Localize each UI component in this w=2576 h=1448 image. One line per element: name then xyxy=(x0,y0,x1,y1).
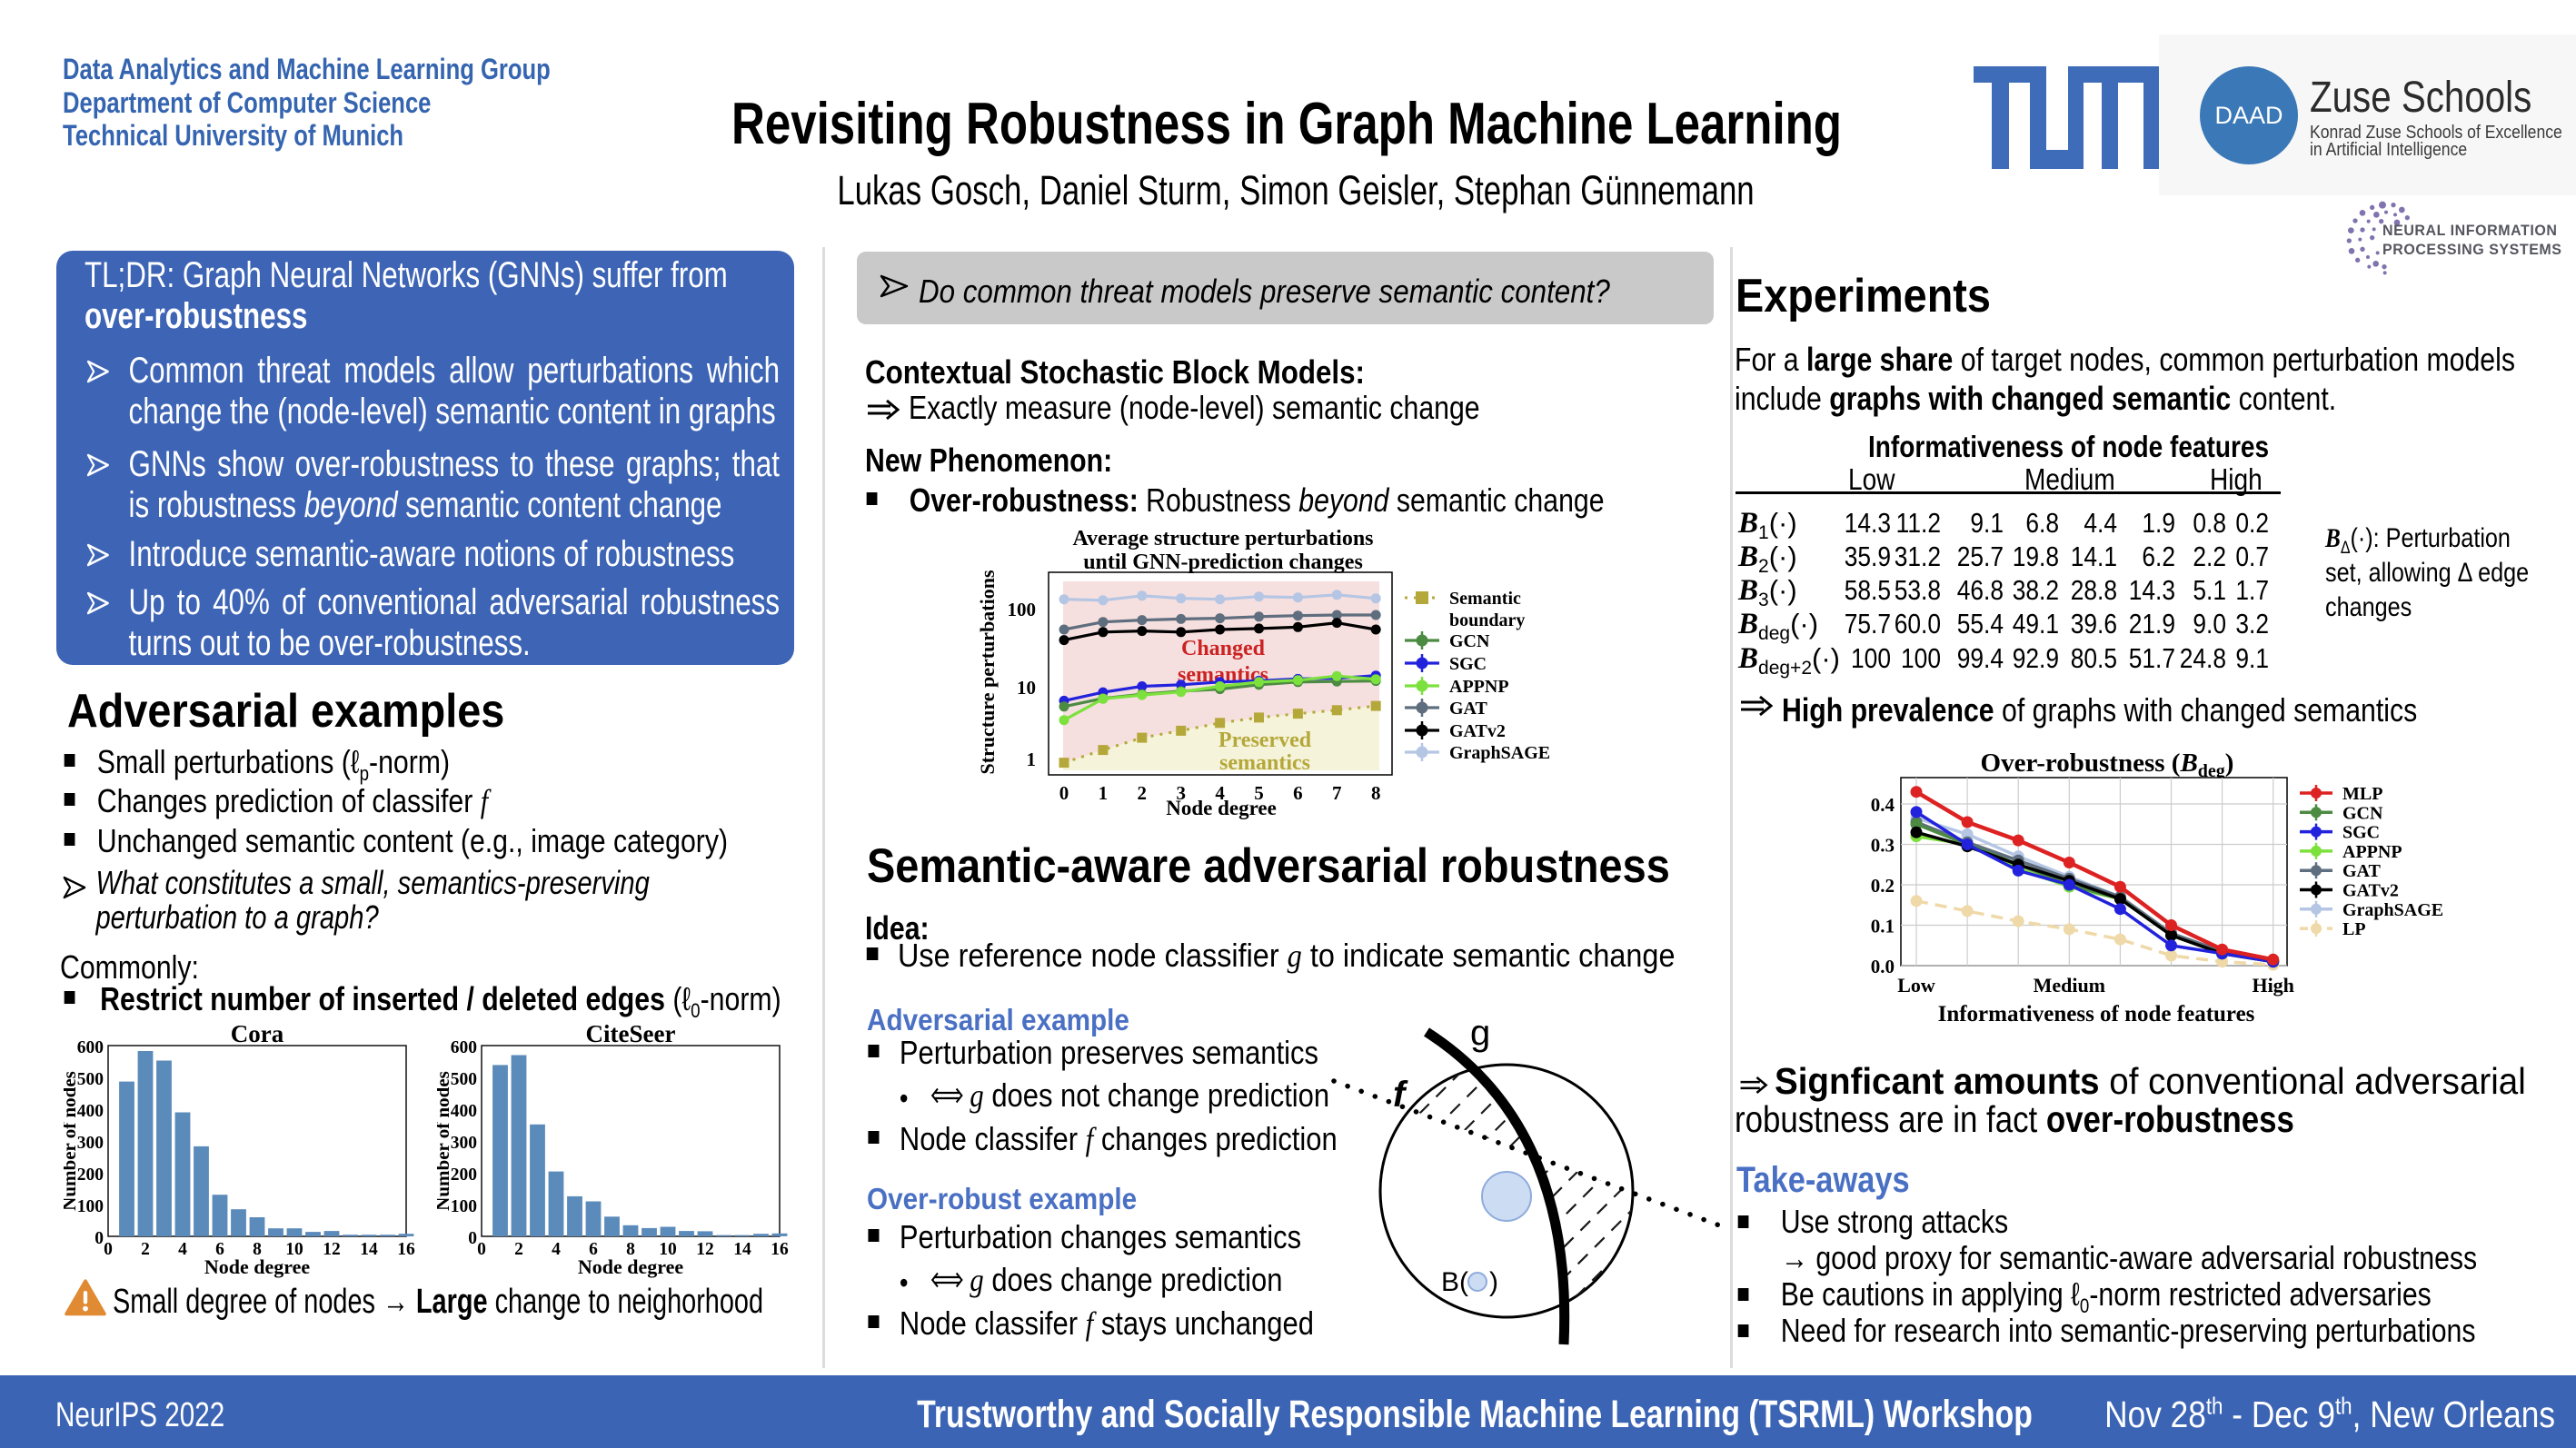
svg-text:4: 4 xyxy=(552,1240,561,1259)
svg-text:SGC: SGC xyxy=(1449,654,1487,674)
svg-text:f: f xyxy=(1393,1075,1408,1115)
svg-text:GraphSAGE: GraphSAGE xyxy=(1449,743,1550,763)
svg-text:0: 0 xyxy=(468,1229,477,1248)
svg-text:0: 0 xyxy=(477,1240,486,1259)
svg-text:High: High xyxy=(2252,974,2293,997)
svg-text:until GNN-prediction changes: until GNN-prediction changes xyxy=(1083,550,1363,574)
svg-text:500: 500 xyxy=(77,1070,104,1089)
svg-text:Number of nodes: Number of nodes xyxy=(437,1071,453,1211)
svg-text:400: 400 xyxy=(77,1102,104,1121)
svg-text:0.1: 0.1 xyxy=(1871,916,1895,937)
svg-text:10: 10 xyxy=(285,1240,303,1259)
svg-text:B(: B( xyxy=(1441,1267,1468,1297)
svg-text:1: 1 xyxy=(1099,782,1109,804)
svg-text:600: 600 xyxy=(451,1038,477,1057)
svg-text:8: 8 xyxy=(1371,782,1381,804)
svg-text:2: 2 xyxy=(514,1240,523,1259)
svg-text:0: 0 xyxy=(1059,782,1069,804)
svg-text:600: 600 xyxy=(77,1038,104,1057)
svg-text:16: 16 xyxy=(771,1240,789,1259)
svg-text:6: 6 xyxy=(215,1240,224,1259)
svg-text:300: 300 xyxy=(451,1134,477,1153)
svg-text:Node degree: Node degree xyxy=(578,1255,684,1278)
svg-text:2: 2 xyxy=(1138,782,1148,804)
svg-text:200: 200 xyxy=(77,1165,104,1185)
svg-text:Structure perturbations: Structure perturbations xyxy=(976,570,999,775)
svg-text:5: 5 xyxy=(1254,782,1264,804)
svg-text:16: 16 xyxy=(397,1240,415,1259)
svg-text:Node degree: Node degree xyxy=(204,1255,311,1278)
svg-text:GATv2: GATv2 xyxy=(1449,721,1506,741)
svg-text:Medium: Medium xyxy=(2034,974,2105,997)
svg-text:semantics: semantics xyxy=(1219,751,1310,775)
svg-text:g: g xyxy=(1470,1013,1490,1053)
svg-text:6: 6 xyxy=(589,1240,598,1259)
svg-text:100: 100 xyxy=(451,1197,477,1216)
svg-text:CiteSeer: CiteSeer xyxy=(586,1020,676,1047)
svg-text:Informativeness of node featur: Informativeness of node features xyxy=(1938,1002,2255,1026)
svg-text:100: 100 xyxy=(1008,599,1037,620)
svg-text:12: 12 xyxy=(323,1240,341,1259)
svg-text:Node degree: Node degree xyxy=(1166,797,1277,819)
svg-text:MLP: MLP xyxy=(2342,784,2382,804)
svg-text:200: 200 xyxy=(451,1165,477,1185)
svg-text:14: 14 xyxy=(360,1240,378,1259)
svg-text:SGC: SGC xyxy=(2342,823,2380,843)
svg-text:4: 4 xyxy=(1215,782,1225,804)
svg-text:GCN: GCN xyxy=(2342,803,2383,823)
svg-text:8: 8 xyxy=(626,1240,635,1259)
svg-text:100: 100 xyxy=(77,1197,104,1216)
svg-text:0.4: 0.4 xyxy=(1871,794,1895,816)
svg-text:8: 8 xyxy=(253,1240,262,1259)
svg-text:0.2: 0.2 xyxy=(1871,875,1895,897)
svg-text:Preserved: Preserved xyxy=(1218,729,1312,752)
svg-text:APPNP: APPNP xyxy=(1449,677,1509,697)
svg-text:Over-robustness (Bdeg): Over-robustness (Bdeg) xyxy=(1981,749,2234,781)
svg-text:14: 14 xyxy=(733,1240,751,1259)
svg-text:0.3: 0.3 xyxy=(1871,835,1895,857)
svg-text:4: 4 xyxy=(178,1240,187,1259)
svg-text:6: 6 xyxy=(1293,782,1303,804)
svg-text:0.0: 0.0 xyxy=(1871,956,1895,977)
svg-text:Changed: Changed xyxy=(1181,637,1266,660)
svg-text:10: 10 xyxy=(1017,677,1036,699)
svg-text:2: 2 xyxy=(141,1240,150,1259)
svg-text:GATv2: GATv2 xyxy=(2342,881,2399,901)
svg-text:Number of nodes: Number of nodes xyxy=(64,1071,80,1211)
svg-text:GAT: GAT xyxy=(1449,699,1488,719)
svg-text:500: 500 xyxy=(451,1070,477,1089)
svg-text:12: 12 xyxy=(696,1240,714,1259)
svg-text:APPNP: APPNP xyxy=(2342,842,2402,862)
svg-text:300: 300 xyxy=(77,1134,104,1153)
svg-text:GCN: GCN xyxy=(1449,631,1490,651)
svg-text:0: 0 xyxy=(104,1240,113,1259)
svg-text:3: 3 xyxy=(1176,782,1186,804)
svg-text:LP: LP xyxy=(2342,919,2366,939)
svg-text:Cora: Cora xyxy=(231,1020,284,1047)
svg-text:Semantic: Semantic xyxy=(1449,589,1521,609)
svg-text:400: 400 xyxy=(451,1102,477,1121)
svg-text:GraphSAGE: GraphSAGE xyxy=(2342,900,2443,920)
svg-text:1: 1 xyxy=(1027,749,1037,770)
svg-text:Average structure perturbation: Average structure perturbations xyxy=(1072,527,1373,550)
svg-text:0: 0 xyxy=(94,1229,104,1248)
svg-text:Low: Low xyxy=(1897,974,1935,997)
svg-text:GAT: GAT xyxy=(2342,861,2382,881)
svg-text:7: 7 xyxy=(1332,782,1342,804)
svg-text:): ) xyxy=(1489,1267,1498,1297)
svg-text:boundary: boundary xyxy=(1449,610,1525,630)
svg-text:10: 10 xyxy=(659,1240,677,1259)
